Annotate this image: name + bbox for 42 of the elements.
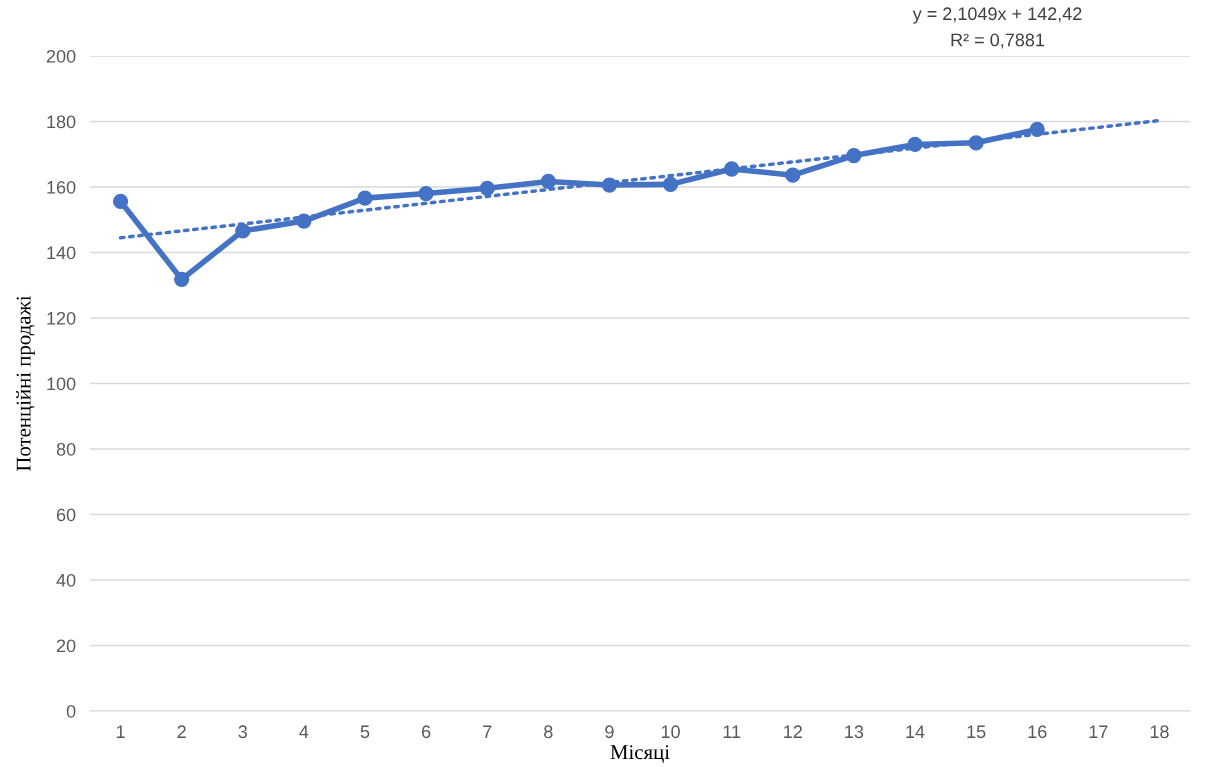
y-tick-label: 80	[56, 442, 76, 456]
x-tick-label: 4	[299, 725, 309, 738]
y-axis-title: Потенційні продажі	[16, 295, 35, 472]
x-tick-label: 9	[605, 725, 614, 739]
x-tick-label: 6	[422, 725, 431, 739]
point	[540, 173, 556, 190]
point	[418, 185, 434, 202]
y-tick-label: 140	[47, 246, 76, 260]
point	[357, 190, 373, 206]
x-tick-label: 12	[784, 725, 802, 738]
point	[235, 223, 251, 239]
x-tick-label: 15	[967, 725, 986, 739]
x-tick-label: 13	[845, 725, 864, 739]
point	[112, 193, 129, 210]
y-tick-label: 40	[56, 573, 76, 587]
y-tick-label: 180	[47, 115, 76, 129]
x-tick-label: 3	[238, 725, 248, 739]
x-tick-label: 18	[1150, 725, 1169, 739]
y-tick-label: 200	[46, 49, 76, 63]
x-tick-label: 16	[1028, 725, 1047, 739]
x-tick-label: 10	[661, 725, 680, 739]
x-tick-label: 1	[116, 725, 125, 738]
y-tick-label: 60	[56, 508, 76, 522]
x-tick-label: 17	[1089, 725, 1108, 738]
x-axis-title: Місяці	[610, 745, 670, 763]
x-tick-label: 8	[544, 725, 553, 739]
x-tick-label: 7	[483, 725, 492, 738]
text: y = 2,1049x + 142,42	[912, 7, 1082, 24]
y-tick-label: 0	[66, 704, 76, 718]
point	[662, 176, 679, 193]
y-tick-label: 160	[47, 180, 76, 194]
point	[174, 271, 190, 287]
y-tick-label: 100	[47, 377, 76, 391]
x-tick-label: 2	[177, 725, 186, 738]
text: R² = 0,7881	[951, 33, 1045, 49]
point	[479, 180, 495, 196]
y-tick-label: 120	[47, 311, 76, 325]
x-tick-label: 5	[360, 725, 370, 739]
y-tick-label: 20	[56, 639, 76, 653]
x-tick-label: 11	[723, 725, 741, 738]
x-tick-label: 14	[906, 725, 925, 738]
point	[785, 167, 801, 183]
